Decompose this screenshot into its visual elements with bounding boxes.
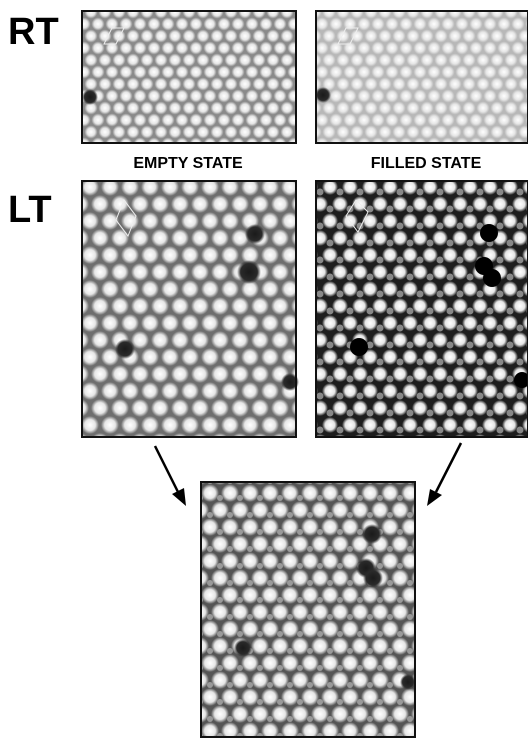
defect bbox=[483, 269, 501, 287]
filled-state-label: FILLED STATE bbox=[371, 155, 482, 172]
rt-label: RT bbox=[8, 11, 59, 53]
arrow bbox=[436, 443, 461, 492]
stm-image bbox=[201, 482, 415, 737]
stm-image bbox=[82, 181, 296, 437]
arrow bbox=[155, 446, 178, 492]
defect bbox=[350, 338, 368, 356]
defect bbox=[237, 260, 261, 284]
defect bbox=[362, 524, 382, 544]
stm-image bbox=[316, 181, 528, 437]
stm-image bbox=[82, 11, 296, 143]
defect bbox=[234, 639, 252, 657]
stm-image bbox=[316, 11, 528, 143]
lt-label: LT bbox=[8, 189, 52, 231]
defect bbox=[115, 339, 135, 359]
defect bbox=[245, 224, 265, 244]
defect bbox=[480, 224, 498, 242]
defect bbox=[363, 568, 383, 588]
arrow-head bbox=[427, 489, 442, 506]
empty-state-label: EMPTY STATE bbox=[133, 155, 243, 172]
arrow-head bbox=[172, 488, 186, 506]
defect bbox=[400, 674, 416, 690]
figure: RT LT EMPTY STATE FILLED STATE bbox=[0, 0, 528, 738]
defect bbox=[82, 89, 98, 105]
defect bbox=[315, 87, 331, 103]
